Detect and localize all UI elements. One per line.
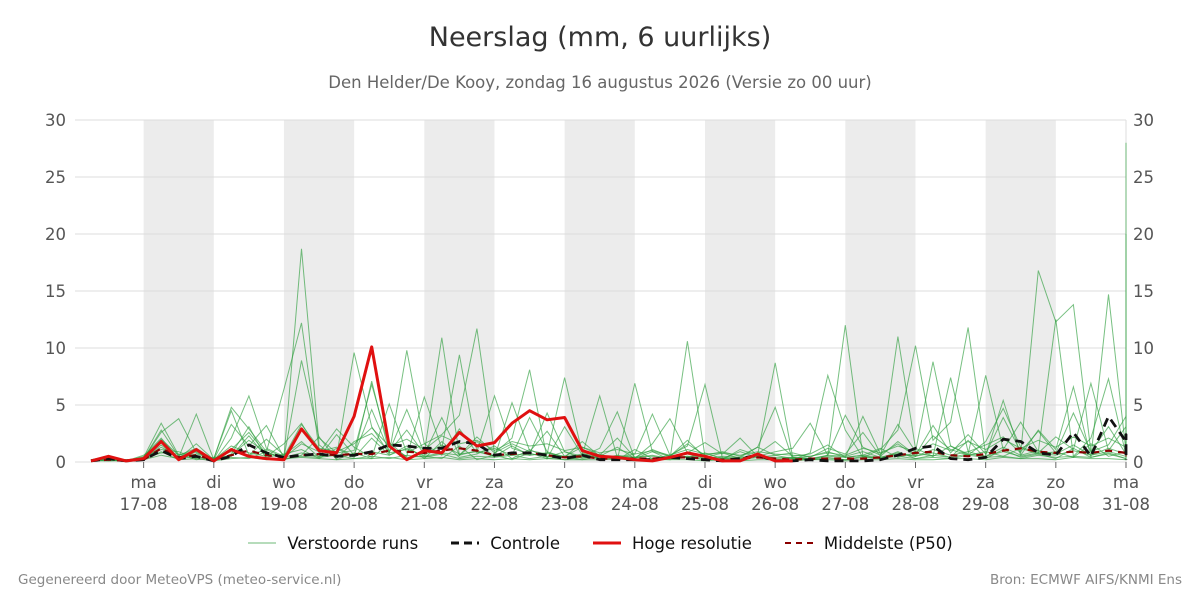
legend-item-ensemble: Verstoorde runs — [247, 534, 418, 553]
legend-label-high-res: Hoge resolutie — [631, 533, 752, 553]
legend-label-median: Middelste (P50) — [823, 533, 953, 553]
ensemble-member-line — [90, 319, 1127, 462]
y-tick-label-left: 30 — [45, 111, 66, 130]
x-tick-date: 18-08 — [190, 495, 238, 514]
legend-swatch-median — [784, 542, 813, 544]
y-axis-right: 0 5 10 15 20 25 30 — [1133, 111, 1154, 472]
x-tick-date: 20-08 — [330, 495, 378, 514]
x-tick-day: do — [344, 473, 365, 492]
x-tick-day: ma — [622, 473, 648, 492]
x-tick-day: zo — [555, 473, 574, 492]
y-tick-label-right: 25 — [1133, 168, 1154, 187]
footer-source-credit: Bron: ECMWF AIFS/KNMI Ens — [989, 572, 1182, 588]
x-tick-day: zo — [1046, 473, 1065, 492]
x-tick-day: ma — [131, 473, 157, 492]
y-tick-label-left: 5 — [56, 396, 67, 415]
y-tick-label-left: 15 — [45, 282, 66, 301]
y-tick-label-right: 0 — [1133, 453, 1144, 472]
x-tick-day: vr — [416, 473, 433, 492]
main-series-group — [90, 345, 1128, 463]
legend: Verstoorde runs Controle Hoge resolutie … — [0, 530, 1200, 556]
high-res-line — [90, 345, 793, 463]
y-tick-label-left: 20 — [45, 225, 66, 244]
chart-subtitle: Den Helder/De Kooy, zondag 16 augustus 2… — [328, 73, 872, 92]
ensemble-member-line — [91, 446, 1127, 462]
y-axis-left: 0 5 10 15 20 25 30 — [45, 111, 66, 472]
legend-swatch-control — [451, 541, 480, 545]
x-tick-day: za — [485, 473, 504, 492]
x-tick-date: 26-08 — [751, 495, 799, 514]
y-tick-label-left: 10 — [45, 339, 66, 358]
y-tick-label-right: 10 — [1133, 339, 1154, 358]
ensemble-member-line — [90, 381, 1127, 462]
x-tick-date: 21-08 — [400, 495, 448, 514]
x-tick-date: 30-08 — [1032, 495, 1080, 514]
x-tick-date: 17-08 — [120, 495, 168, 514]
x-axis: ma 17-08 di 18-08 wo 19-08 do 20-08 vr 21-08 za 22-… — [120, 462, 1150, 514]
y-tick-label-right: 15 — [1133, 282, 1154, 301]
chart-title: Neerslag (mm, 6 uurlijks) — [428, 22, 772, 53]
x-tick-date: 25-08 — [681, 495, 729, 514]
x-tick-day: za — [976, 473, 995, 492]
x-tick-date: 22-08 — [470, 495, 518, 514]
y-tick-label-right: 30 — [1133, 111, 1154, 130]
legend-label-ensemble: Verstoorde runs — [287, 533, 419, 553]
x-tick-day: wo — [763, 473, 787, 492]
x-tick-date: 29-08 — [962, 495, 1010, 514]
y-tick-label-left: 0 — [56, 453, 67, 472]
x-tick-date: 23-08 — [541, 495, 589, 514]
footer-generator-credit: Gegenereerd door MeteoVPS (meteo-service… — [18, 572, 342, 588]
x-tick-date: 31-08 — [1102, 495, 1150, 514]
x-tick-day: di — [206, 473, 221, 492]
ensemble-member-line — [90, 408, 1127, 462]
legend-label-control: Controle — [490, 533, 560, 553]
y-tick-label-left: 25 — [45, 168, 66, 187]
x-tick-day: di — [697, 473, 712, 492]
legend-item-high-res: Hoge resolutie — [592, 534, 752, 553]
x-tick-date: 19-08 — [260, 495, 308, 514]
legend-swatch-ensemble — [248, 542, 277, 544]
x-tick-day: wo — [272, 473, 296, 492]
legend-swatch-high-res — [592, 541, 621, 545]
x-tick-day: vr — [907, 473, 924, 492]
x-tick-date: 28-08 — [892, 495, 940, 514]
x-tick-day: ma — [1113, 473, 1139, 492]
ensemble-member-line — [90, 142, 1127, 462]
y-tick-label-right: 20 — [1133, 225, 1154, 244]
x-tick-day: do — [835, 473, 856, 492]
y-tick-label-right: 5 — [1133, 396, 1144, 415]
legend-item-median: Middelste (P50) — [784, 534, 953, 553]
x-tick-date: 24-08 — [611, 495, 659, 514]
grid-lines — [75, 119, 1127, 463]
legend-item-control: Controle — [450, 534, 560, 553]
x-tick-date: 27-08 — [821, 495, 869, 514]
